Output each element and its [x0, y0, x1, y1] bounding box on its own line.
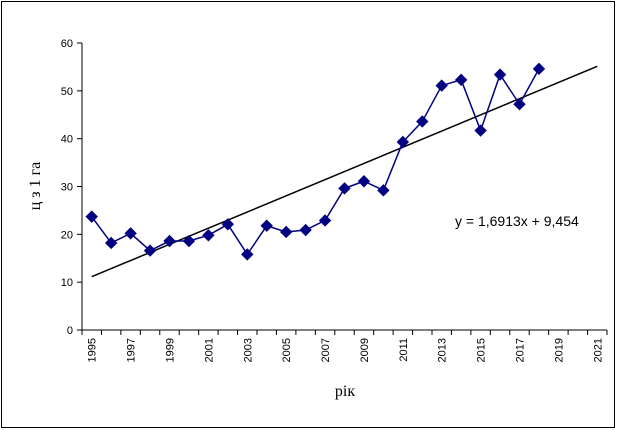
data-point-2001	[202, 229, 215, 242]
data-point-2000	[182, 234, 196, 248]
data-point-2010	[377, 184, 390, 197]
trendline-equation: y = 1,6913x + 9,454	[455, 213, 579, 229]
y-axis: 0 10 20 30 40 50 60	[61, 38, 83, 337]
x-tick-label: 2015	[476, 338, 488, 362]
x-axis-title: рік	[335, 383, 355, 400]
data-point-1995	[85, 210, 98, 223]
data-point-1998	[143, 244, 157, 257]
data-point-2018	[532, 62, 546, 76]
x-tick-label: 2001	[203, 338, 215, 362]
x-tick-label: 2019	[553, 338, 565, 362]
x-tick-label: 2005	[281, 338, 293, 362]
data-point-2013	[435, 79, 448, 92]
y-axis-title: ц з 1 га	[27, 162, 44, 211]
data-point-2006	[299, 223, 312, 237]
data-point-2016	[493, 68, 507, 81]
data-point-2017	[513, 98, 526, 111]
data-point-2002	[221, 218, 235, 231]
data-point-1997	[124, 227, 137, 240]
data-point-2012	[416, 115, 429, 128]
x-tick-label: 2007	[320, 338, 332, 362]
y-tick-label: 0	[67, 325, 73, 337]
x-tick-label: 2009	[359, 338, 371, 362]
data-point-2003	[241, 248, 254, 261]
data-point-1996	[104, 236, 118, 250]
data-point-2008	[338, 182, 351, 195]
y-tick-label: 40	[61, 134, 73, 146]
x-tick-label: 1995	[87, 338, 99, 362]
x-tick-label: 2017	[515, 338, 527, 362]
x-tick-label: 2011	[398, 338, 410, 362]
data-point-2004	[260, 219, 273, 232]
data-point-1999	[163, 234, 176, 248]
x-tick-label: 1997	[126, 338, 138, 362]
data-point-2014	[454, 73, 468, 87]
y-tick-label: 50	[61, 86, 73, 98]
y-tick-label: 60	[61, 38, 73, 50]
x-axis: 1995 1997 1999 2001 2003 2005 2007 2009 2011 2013…	[81, 329, 608, 362]
x-tick-label: 1999	[165, 338, 177, 362]
y-tick-label: 30	[61, 182, 73, 194]
x-tick-label: 2003	[242, 338, 254, 362]
data-point-2009	[357, 175, 371, 188]
data-point-2015	[474, 124, 487, 137]
data-point-2011	[396, 135, 410, 149]
x-tick-label: 2013	[437, 338, 449, 362]
data-point-2005	[279, 225, 293, 239]
data-point-2007	[318, 214, 332, 227]
x-tick-label: 2021	[592, 338, 604, 362]
y-tick-label: 20	[61, 229, 73, 241]
y-tick-label: 10	[61, 277, 73, 289]
data-series	[85, 62, 546, 261]
